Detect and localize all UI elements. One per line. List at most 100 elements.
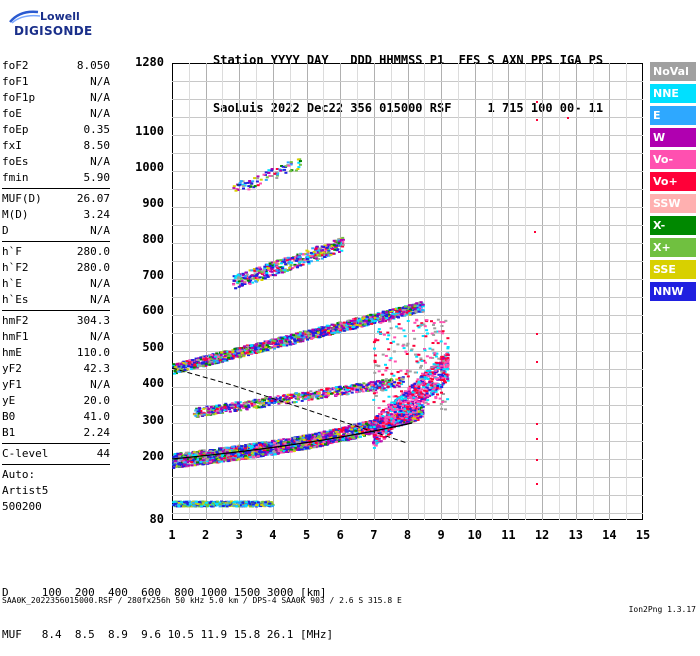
param-row: hmE 110.0	[2, 345, 110, 361]
autoscale-line: Artist5	[2, 483, 110, 499]
param-name: foE	[2, 106, 22, 122]
param-value: 280.0	[77, 260, 110, 276]
ionogram-canvas	[172, 63, 643, 520]
param-name: hmF1	[2, 329, 29, 345]
file-info-bar: SAA0K_2022356015000.RSF / 280fx256h 50 k…	[0, 587, 700, 614]
param-value: N/A	[90, 223, 110, 239]
param-value: 5.90	[84, 170, 111, 186]
software-version: Ion2Png 1.3.17	[629, 605, 696, 614]
param-name: foF2	[2, 58, 29, 74]
x-tick-label: 15	[631, 528, 655, 542]
x-tick-label: 11	[496, 528, 520, 542]
param-value: N/A	[90, 90, 110, 106]
legend-item: NNW	[650, 282, 696, 301]
echo-traces	[172, 101, 569, 508]
legend-item: X+	[650, 238, 696, 257]
param-name: h`F	[2, 244, 22, 260]
param-row: foEp 0.35	[2, 122, 110, 138]
y-tick-label: 500	[124, 340, 164, 354]
param-name: yE	[2, 393, 15, 409]
y-tick-label: 700	[124, 268, 164, 282]
y-tick-label: 800	[124, 232, 164, 246]
param-value: N/A	[90, 329, 110, 345]
param-name: foEs	[2, 154, 29, 170]
param-separator	[2, 188, 110, 189]
y-tick-label: 900	[124, 196, 164, 210]
logo-text-top: Lowell	[40, 10, 80, 23]
autoscale-line: 500200	[2, 499, 110, 515]
param-value: 0.35	[84, 122, 111, 138]
y-tick-label: 1100	[124, 124, 164, 138]
digisonde-logo: Lowell DIGISONDE	[6, 8, 78, 40]
param-separator	[2, 443, 110, 444]
param-row: D N/A	[2, 223, 110, 239]
param-value: N/A	[90, 377, 110, 393]
param-name: D	[2, 223, 9, 239]
param-value: 110.0	[77, 345, 110, 361]
param-name: hmF2	[2, 313, 29, 329]
param-row: hmF2 304.3	[2, 313, 110, 329]
x-tick-label: 1	[160, 528, 184, 542]
legend-item: NNE	[650, 84, 696, 103]
param-row: M(D) 3.24	[2, 207, 110, 223]
legend-item: Vo+	[650, 172, 696, 191]
param-value: 3.24	[84, 207, 111, 223]
x-tick-label: 10	[463, 528, 487, 542]
param-row: foF1 N/A	[2, 74, 110, 90]
param-name: fmin	[2, 170, 29, 186]
legend-item: SSW	[650, 194, 696, 213]
param-name: foF1	[2, 74, 29, 90]
legend-item: NoVal	[650, 62, 696, 81]
param-value: 8.50	[84, 138, 111, 154]
param-value: 41.0	[84, 409, 111, 425]
x-tick-label: 5	[295, 528, 319, 542]
param-name: h`Es	[2, 292, 29, 308]
param-value: 42.3	[84, 361, 111, 377]
autoscale-line: Auto:	[2, 467, 110, 483]
param-name: foEp	[2, 122, 29, 138]
legend-item: Vo-	[650, 150, 696, 169]
param-separator	[2, 464, 110, 465]
x-tick-label: 13	[564, 528, 588, 542]
x-tick-label: 6	[328, 528, 352, 542]
y-tick-label: 400	[124, 376, 164, 390]
x-tick-label: 7	[362, 528, 386, 542]
param-name: M(D)	[2, 207, 29, 223]
legend-item: X-	[650, 216, 696, 235]
param-name: B1	[2, 425, 15, 441]
param-name: fxI	[2, 138, 22, 154]
param-name: yF2	[2, 361, 22, 377]
param-value: N/A	[90, 74, 110, 90]
param-row: foEs N/A	[2, 154, 110, 170]
y-tick-label: 200	[124, 449, 164, 463]
param-name: C-level	[2, 446, 48, 462]
muf-row: MUF 8.4 8.5 8.9 9.6 10.5 11.9 15.8 26.1 …	[2, 628, 333, 642]
param-row: fmin 5.90	[2, 170, 110, 186]
param-separator	[2, 310, 110, 311]
x-tick-label: 9	[429, 528, 453, 542]
param-name: hmE	[2, 345, 22, 361]
param-value: N/A	[90, 154, 110, 170]
param-row: hmF1 N/A	[2, 329, 110, 345]
param-name: foF1p	[2, 90, 35, 106]
param-row: yF2 42.3	[2, 361, 110, 377]
x-tick-label: 14	[597, 528, 621, 542]
ionogram-plot	[172, 63, 643, 520]
y-tick-label: 300	[124, 413, 164, 427]
param-value: 304.3	[77, 313, 110, 329]
x-tick-label: 12	[530, 528, 554, 542]
file-info: SAA0K_2022356015000.RSF / 280fx256h 50 k…	[2, 596, 402, 605]
x-tick-label: 4	[261, 528, 285, 542]
